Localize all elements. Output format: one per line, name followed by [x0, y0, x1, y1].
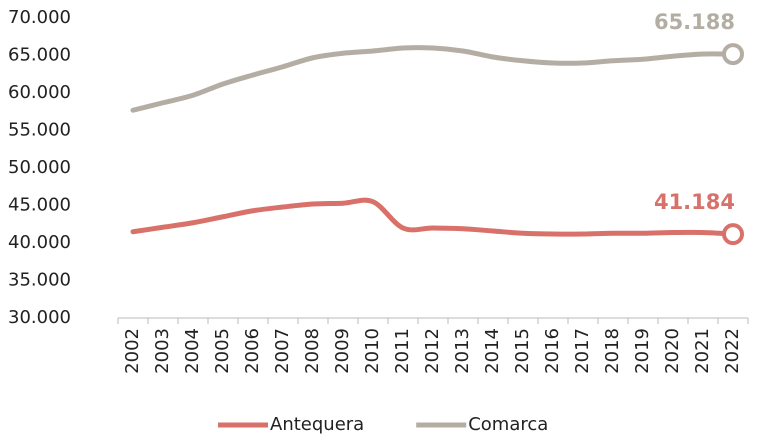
x-tick-label: 2008 — [302, 328, 323, 374]
x-tick-label: 2004 — [182, 328, 203, 374]
x-tick-label: 2021 — [692, 328, 713, 374]
x-tick-label: 2020 — [662, 328, 683, 374]
x-tick-label: 2011 — [392, 328, 413, 374]
x-tick-label: 2013 — [452, 328, 473, 374]
legend-label: Comarca — [468, 414, 548, 435]
x-tick-label: 2007 — [272, 328, 293, 374]
y-tick-label: 70.000 — [8, 7, 71, 28]
y-tick-label: 45.000 — [8, 195, 71, 216]
x-tick-label: 2012 — [422, 328, 443, 374]
value-label: 65.188 — [654, 10, 735, 34]
y-tick-label: 60.000 — [8, 82, 71, 103]
series-line — [130, 197, 736, 237]
value-label: 41.184 — [654, 190, 735, 214]
y-tick-label: 55.000 — [8, 120, 71, 141]
y-tick-label: 40.000 — [8, 232, 71, 253]
x-tick-label: 2005 — [212, 328, 233, 374]
x-tick-label: 2017 — [572, 328, 593, 374]
x-tick-label: 2002 — [122, 328, 143, 374]
x-tick-label: 2014 — [482, 328, 503, 374]
x-tick-label: 2019 — [632, 328, 653, 374]
x-tick-label: 2006 — [242, 328, 263, 374]
series-line — [130, 45, 736, 113]
y-tick-label: 50.000 — [8, 157, 71, 178]
x-tick-label: 2018 — [602, 328, 623, 374]
end-marker — [722, 43, 744, 66]
x-tick-label: 2010 — [362, 328, 383, 374]
y-tick-label: 65.000 — [8, 45, 71, 66]
x-tick-label: 2022 — [722, 328, 743, 374]
y-tick-label: 30.000 — [8, 307, 71, 328]
y-tick-label: 35.000 — [8, 270, 71, 291]
x-tick-label: 2003 — [152, 328, 173, 374]
x-tick-label: 2015 — [512, 328, 533, 374]
x-tick-label: 2009 — [332, 328, 353, 374]
legend-label: Antequera — [270, 414, 364, 435]
x-tick-label: 2016 — [542, 328, 563, 374]
end-marker — [722, 223, 744, 246]
